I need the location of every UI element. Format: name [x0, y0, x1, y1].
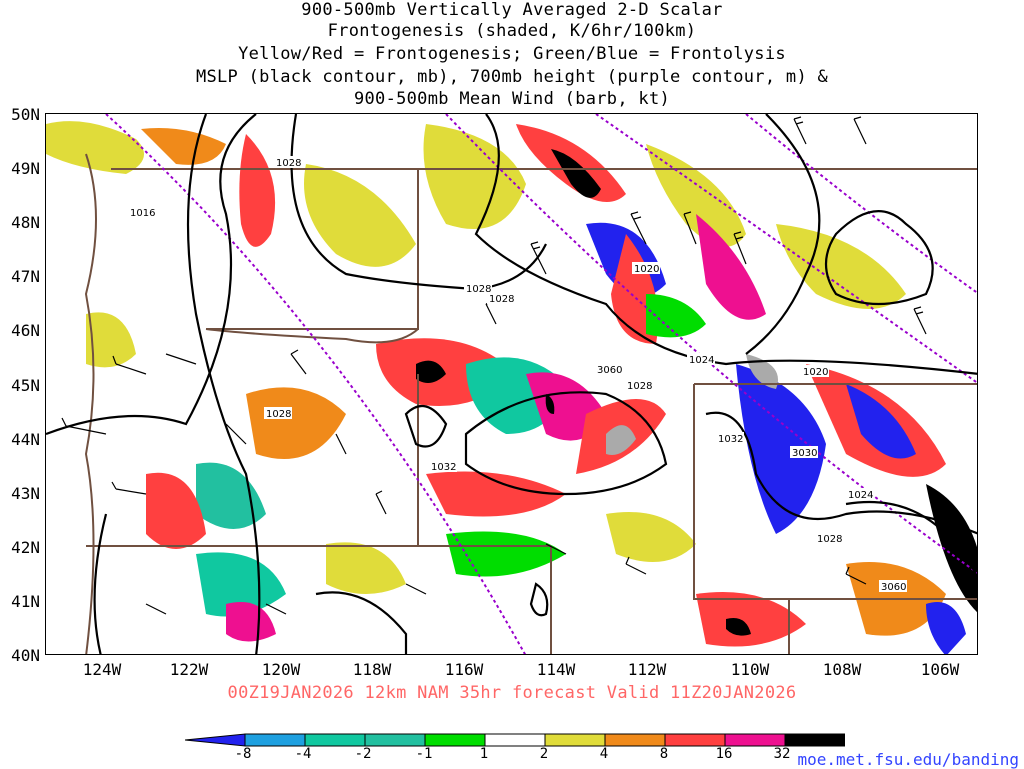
- frontogenesis-map: 1028 1016 1020 1028 1028 1024 1028 1020 …: [46, 114, 977, 654]
- lat-label: 43N: [11, 484, 40, 503]
- colorbar-label: 1: [479, 746, 489, 762]
- lat-label: 47N: [11, 267, 40, 286]
- title-line-4: MSLP (black contour, mb), 700mb height (…: [195, 67, 829, 87]
- lat-label: 44N: [11, 430, 40, 449]
- lon-label: 118W: [352, 660, 392, 679]
- height-label: 3030: [792, 448, 817, 459]
- title-line-1: 900-500mb Vertically Averaged 2-D Scalar: [301, 0, 723, 20]
- mslp-label: 1032: [718, 434, 743, 445]
- colorbar-cell: [304, 733, 366, 747]
- lon-label: 110W: [730, 660, 770, 679]
- mslp-label: 1028: [489, 294, 514, 305]
- title-line-2: Frontogenesis (shaded, K/6hr/100km): [327, 21, 697, 41]
- colorbar-cell: [664, 733, 726, 747]
- colorbar: [185, 733, 845, 747]
- mslp-label: 1020: [803, 367, 828, 378]
- colorbar-label: 16: [715, 746, 733, 762]
- mslp-label: 1024: [689, 355, 714, 366]
- lon-label: 116W: [444, 660, 484, 679]
- map-panel: 1028 1016 1020 1028 1028 1024 1028 1020 …: [45, 113, 978, 655]
- mslp-label: 1028: [276, 158, 301, 169]
- colorbar-label: 8: [659, 746, 669, 762]
- lat-label: 48N: [11, 213, 40, 232]
- mslp-label: 1028: [817, 534, 842, 545]
- frontogenesis-shading: [46, 121, 977, 654]
- lat-label: 49N: [11, 159, 40, 178]
- mslp-contours: [46, 114, 977, 654]
- mslp-label: 1016: [130, 208, 155, 219]
- lon-label: 120W: [261, 660, 301, 679]
- colorbar-label: -8: [234, 746, 252, 762]
- colorbar-cell: [544, 733, 606, 747]
- lat-label: 50N: [11, 105, 40, 124]
- colorbar-label: -2: [354, 746, 372, 762]
- colorbar-label: -4: [294, 746, 312, 762]
- contour-labels: 1028 1016 1020 1028 1028 1024 1028 1020 …: [128, 156, 907, 593]
- forecast-valid-text: 00Z19JAN2026 12km NAM 35hr forecast Vali…: [227, 683, 797, 703]
- mslp-label: 1028: [627, 381, 652, 392]
- height-label: 3060: [881, 582, 906, 593]
- mslp-label: 1024: [848, 490, 873, 501]
- mslp-label: 1032: [431, 462, 456, 473]
- colorbar-cell: [784, 733, 845, 747]
- mslp-label: 1028: [266, 409, 291, 420]
- lon-label: 106W: [920, 660, 960, 679]
- colorbar-label: -1: [415, 746, 433, 762]
- lon-label: 114W: [536, 660, 576, 679]
- lon-label: 122W: [169, 660, 209, 679]
- title-line-3: Yellow/Red = Frontogenesis; Green/Blue =…: [238, 44, 786, 64]
- height-label: 3060: [597, 365, 622, 376]
- lat-label: 40N: [11, 646, 40, 665]
- colorbar-cell: [604, 733, 666, 747]
- lon-label: 108W: [822, 660, 862, 679]
- credit-link[interactable]: moe.met.fsu.edu/banding: [797, 750, 1019, 769]
- colorbar-cell: [364, 733, 426, 747]
- lon-label: 124W: [82, 660, 122, 679]
- colorbar-cell: [244, 733, 306, 747]
- colorbar-label: 4: [599, 746, 609, 762]
- colorbar-cell: [724, 733, 786, 747]
- lon-label: 112W: [627, 660, 667, 679]
- colorbar-cell: [484, 733, 546, 747]
- mslp-label: 1020: [634, 264, 659, 275]
- mslp-label: 1028: [466, 284, 491, 295]
- political-boundaries: [84, 153, 977, 654]
- lat-label: 46N: [11, 321, 40, 340]
- lat-label: 42N: [11, 538, 40, 557]
- lat-label: 45N: [11, 376, 40, 395]
- colorbar-cell: [185, 733, 246, 747]
- lat-label: 41N: [11, 592, 40, 611]
- colorbar-label: 32: [773, 746, 791, 762]
- colorbar-cell: [424, 733, 486, 747]
- colorbar-label: 2: [539, 746, 549, 762]
- title-line-5: 900-500mb Mean Wind (barb, kt): [353, 89, 671, 109]
